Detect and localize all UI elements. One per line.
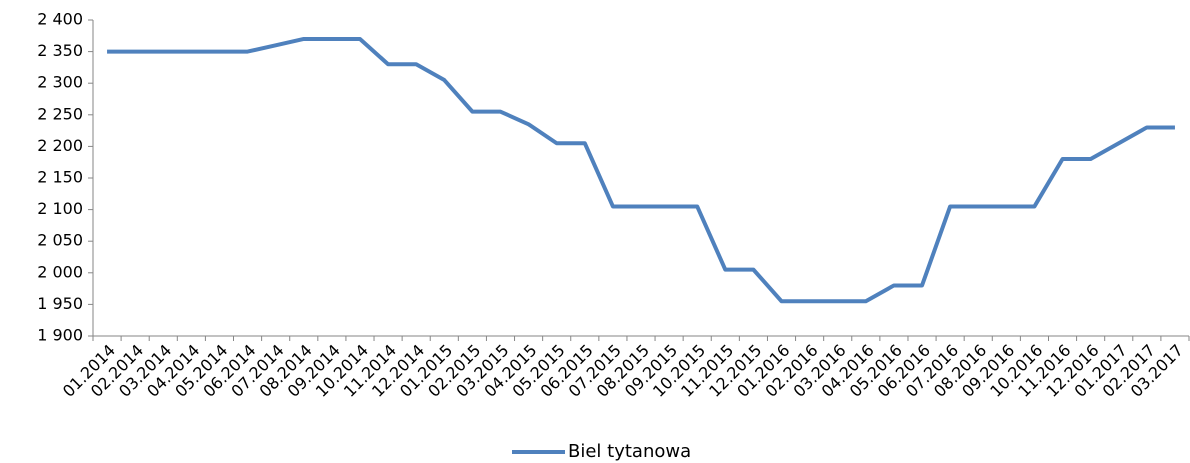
y-tick-label: 1 950	[37, 294, 83, 313]
y-tick-label: 2 100	[37, 199, 83, 218]
y-tick-label: 2 350	[37, 41, 83, 60]
y-tick-label: 2 000	[37, 262, 83, 281]
y-tick-label: 1 900	[37, 326, 83, 345]
y-tick-label: 2 200	[37, 136, 83, 155]
y-tick-label: 2 050	[37, 231, 83, 250]
y-tick-label: 2 250	[37, 104, 83, 123]
legend-label: Biel tytanowa	[568, 441, 691, 462]
y-tick-label: 2 300	[37, 73, 83, 92]
series-line	[107, 36, 1175, 304]
y-tick-label: 2 150	[37, 168, 83, 187]
y-tick-label: 2 400	[37, 10, 83, 29]
